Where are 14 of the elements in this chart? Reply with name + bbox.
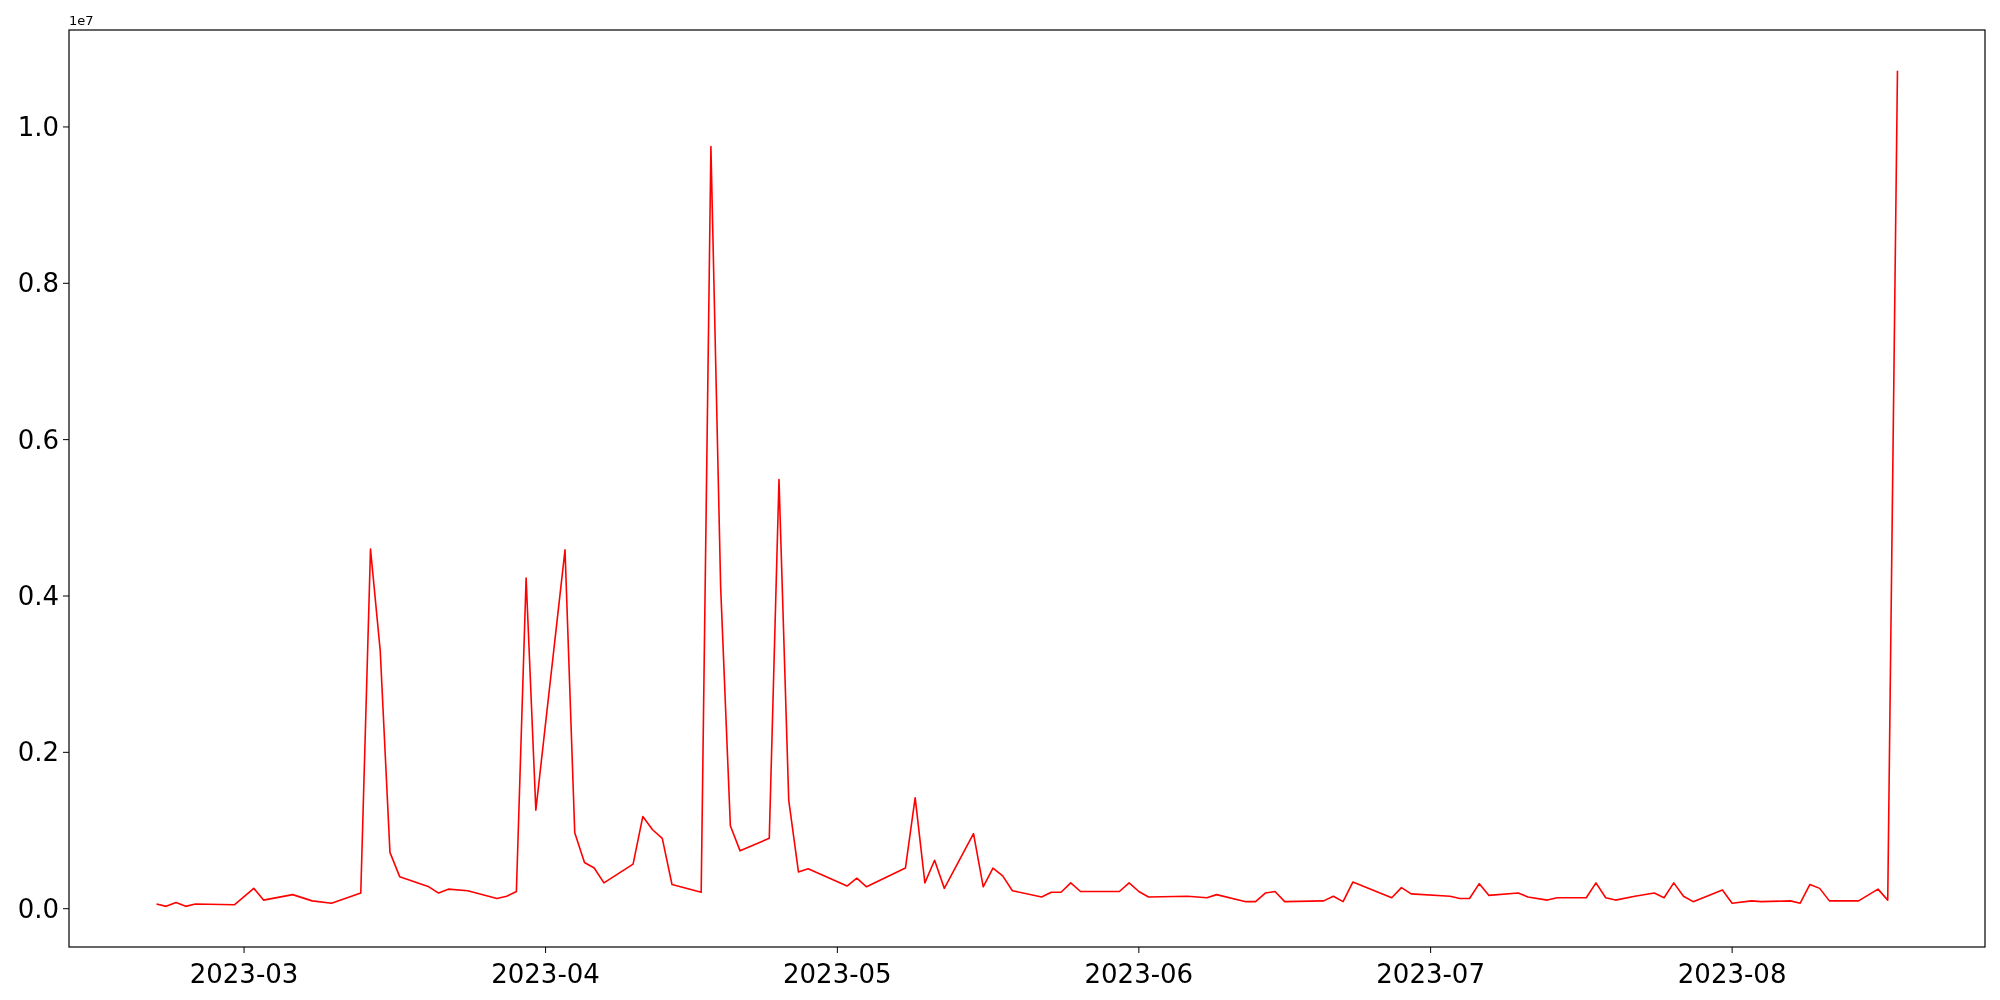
x-tick-label: 2023-05 bbox=[783, 959, 892, 989]
text: 1e7 bbox=[69, 13, 94, 28]
x-tick-label: 2023-04 bbox=[491, 959, 600, 989]
y-tick-label: 0.6 bbox=[17, 424, 59, 455]
x-tick-label: 2023-06 bbox=[1084, 959, 1194, 989]
x-tick-label: 2023-08 bbox=[1677, 959, 1787, 989]
line-series bbox=[155, 69, 1899, 908]
x-tick-label: 2023-03 bbox=[189, 959, 299, 989]
y-tick-label: 0.8 bbox=[17, 268, 59, 299]
y-tick-label: 0.0 bbox=[17, 893, 59, 924]
y-tick-label: 0.2 bbox=[17, 737, 59, 768]
x-tick-label: 2023-07 bbox=[1376, 959, 1485, 989]
y-tick-label: 1.0 bbox=[17, 111, 59, 142]
y-tick-label: 0.4 bbox=[17, 580, 59, 611]
